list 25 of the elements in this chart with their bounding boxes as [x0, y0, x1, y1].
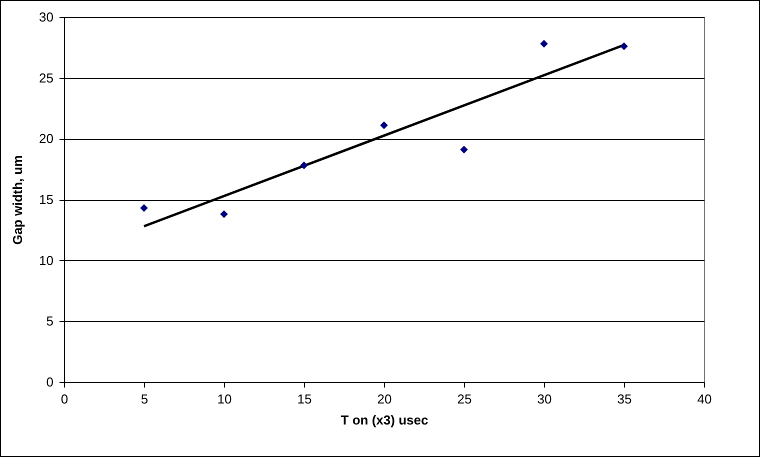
x-tick-label: 0 [60, 392, 68, 406]
point [460, 146, 468, 154]
x-tick-label: 15 [297, 392, 312, 406]
x-axis-title: T on (x3) usec [340, 412, 428, 428]
point [220, 210, 228, 218]
y-tick-label: 20 [39, 131, 54, 146]
x-tick-label: 25 [457, 392, 472, 406]
y-axis-title: Gap width, um [10, 155, 26, 245]
x-tick-label: 35 [617, 392, 632, 406]
x-tick-label: 20 [377, 392, 392, 406]
y-tick-label: 10 [39, 252, 54, 268]
y-tick-label: 0 [46, 374, 54, 390]
x-tick-label: 40 [697, 392, 712, 406]
x-tick-label: 5 [140, 392, 148, 406]
y-tick-label: 15 [39, 192, 54, 207]
y-tick-label: 5 [46, 314, 54, 329]
x-tick-label: 10 [217, 392, 232, 406]
y-tick-label: 25 [39, 70, 54, 86]
y-tick-label: 30 [39, 10, 54, 24]
point [140, 204, 148, 212]
point [380, 121, 388, 130]
point [620, 42, 628, 50]
point [300, 162, 308, 170]
point [540, 40, 548, 48]
x-tick-label: 30 [537, 392, 552, 406]
